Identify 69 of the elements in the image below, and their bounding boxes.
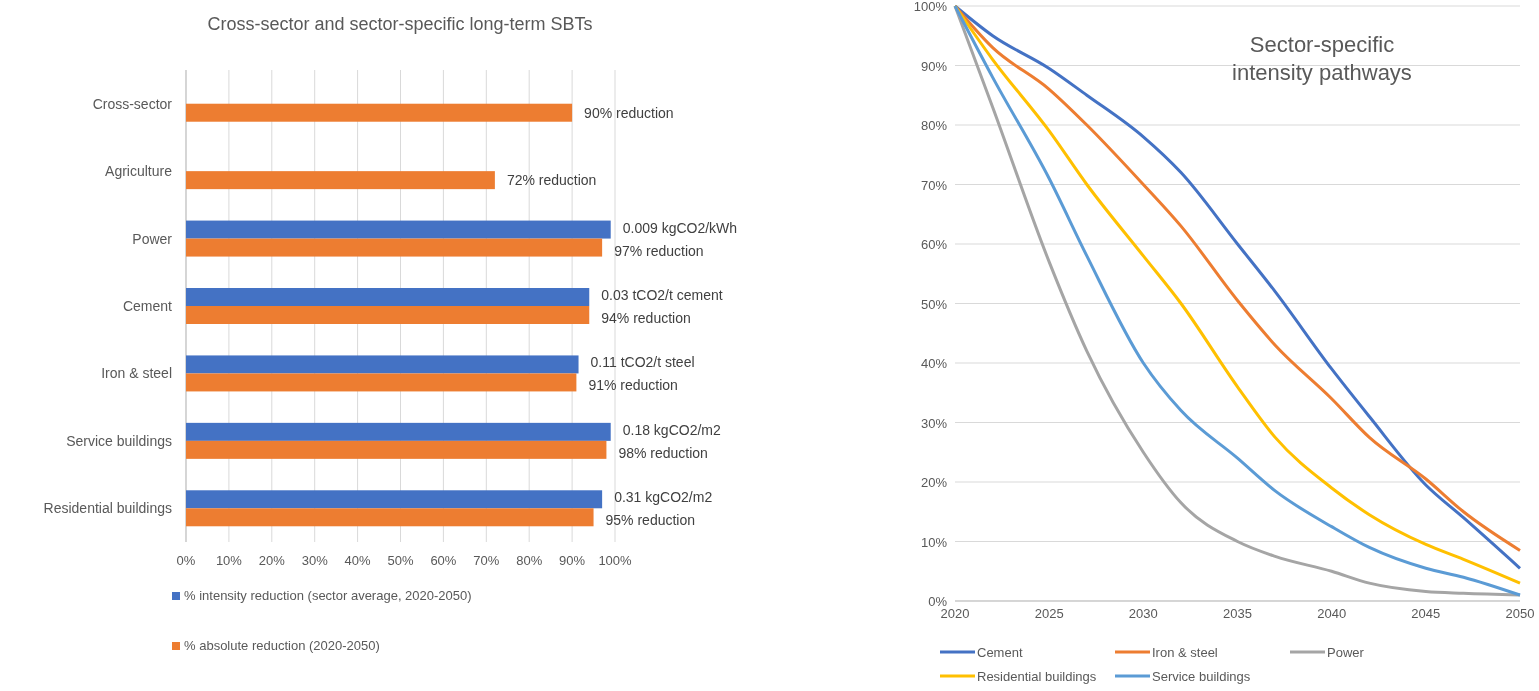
annotation: 0.18 kgCO2/m2 [622,421,721,438]
legend-label: Power [1327,645,1365,660]
x-tick-label: 2040 [1317,606,1347,621]
text: Sector-specific intensity pathways [1232,32,1412,85]
x-tick-label: 100% [598,553,633,568]
x-tick-label: 60% [430,553,457,568]
bar [186,422,611,441]
data-label: 90% reduction [584,104,674,121]
x-tick-label: 2035 [1223,606,1252,621]
y-tick-label: 0% [928,594,948,609]
y-tick-label: 90% [920,58,948,74]
y-tick-label: Cement [122,298,173,314]
y-tick-label: Cross-sector [92,95,173,112]
x-tick-label: 2050 [1505,606,1535,621]
x-tick-label: 50% [387,553,414,568]
data-label: 98% reduction [618,444,708,461]
y-tick-label: Residential buildings [43,500,172,517]
legend-label: % intensity reduction (sector average, 2020-2050) [184,588,472,603]
annotation: 0.03 tCO2/t cement [601,287,723,303]
bar [186,440,607,459]
x-tick-label: 90% [559,553,586,568]
annotation: 0.11 tCO2/t steel [590,354,695,371]
bar [186,306,590,324]
y-tick-label: Power [132,230,173,247]
y-tick-label: Iron & steel [101,365,172,382]
annotation: 0.009 kgCO2/kWh [622,219,738,236]
bar [186,238,603,257]
bar [186,103,573,122]
bar [186,490,603,509]
y-tick-label: 30% [920,415,948,431]
x-tick-label: 80% [516,553,543,568]
chart-title: Cross-sector and sector-specific long-term SBTs [207,14,593,34]
legend-label: % absolute reduction (2020-2050) [184,638,380,653]
y-tick-label: 50% [920,296,948,312]
x-tick-label: 10% [215,553,243,568]
bar [186,288,590,306]
y-tick-label: 100% [913,0,948,14]
x-tick-label: 20% [258,553,286,568]
legend-label: Iron & steel [1152,645,1218,660]
x-tick-label: 0% [176,553,196,568]
x-tick-label: 2030 [1128,606,1158,621]
y-tick-label: 10% [920,534,948,550]
bar [186,373,577,392]
data-label: 95% reduction [605,512,696,529]
x-tick-label: 2045 [1411,606,1441,621]
data-label: 97% reduction [614,242,704,259]
y-tick-label: 70% [920,177,948,193]
bar [186,220,611,239]
x-tick-label: 40% [344,553,372,568]
y-tick-label: Agriculture [105,163,173,180]
x-tick-label: 30% [301,553,329,568]
annotation: 0.31 kgCO2/m2 [614,489,713,506]
legend-label: Service buildings [1152,669,1251,684]
y-tick-label: Service buildings [66,432,172,449]
data-label: 91% reduction [588,377,678,394]
x-tick-label: 2020 [940,606,970,621]
legend-label: Residential buildings [977,669,1097,684]
bar [186,355,579,374]
x-tick-label: 2025 [1034,606,1064,621]
data-label: 72% reduction [506,172,597,189]
y-tick-label: 60% [920,237,948,252]
y-tick-label: 80% [920,118,948,133]
bar [186,171,495,190]
y-tick-label: 20% [920,475,948,490]
legend-label: Cement [977,645,1023,660]
y-tick-label: 40% [920,356,948,371]
x-tick-label: 70% [473,553,500,568]
data-label: 94% reduction [601,310,691,326]
bar [186,508,594,527]
